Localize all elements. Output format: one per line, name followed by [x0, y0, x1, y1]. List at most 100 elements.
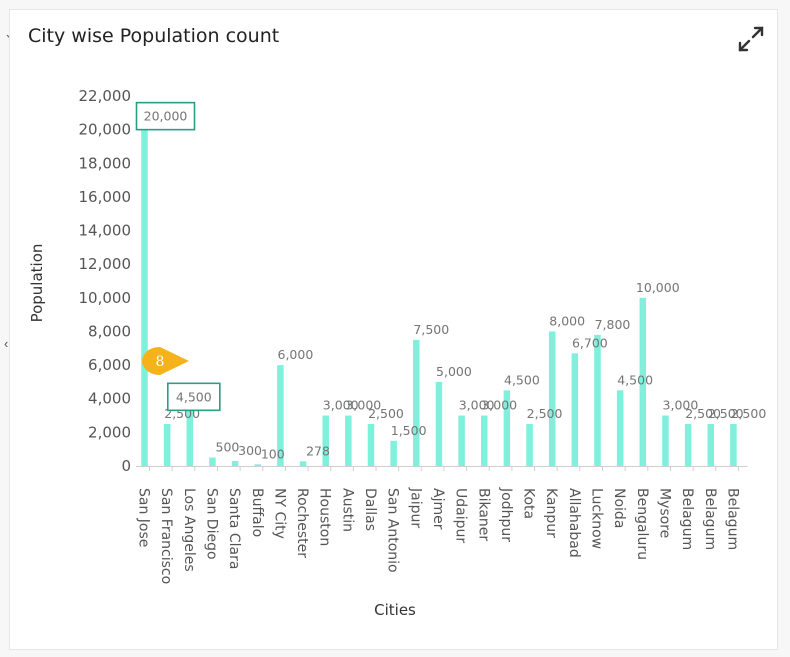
marker-pin[interactable]: 8 [142, 347, 189, 375]
x-tick-label: Mysore [656, 488, 672, 538]
bar[interactable] [435, 381, 443, 466]
bar[interactable] [707, 423, 715, 466]
bar[interactable] [299, 461, 307, 466]
bar[interactable] [367, 423, 375, 466]
data-label: 8,000 [549, 313, 585, 328]
bar[interactable] [730, 423, 737, 466]
bar[interactable] [322, 415, 329, 466]
x-tick-label: Bikaner [475, 488, 491, 541]
x-tick-label: Kanpur [543, 488, 559, 538]
x-tick-label: San Jose [136, 488, 152, 547]
data-label: 6,000 [278, 347, 314, 362]
y-tick-label: 22,000 [79, 87, 132, 105]
highlight-box [135, 101, 196, 131]
x-tick-label: Lucknow [589, 488, 605, 549]
bar[interactable] [503, 390, 511, 466]
bar[interactable] [186, 390, 194, 466]
data-label: 3,000 [323, 398, 359, 413]
bar[interactable] [684, 423, 692, 466]
y-tick-label: 14,000 [79, 222, 132, 240]
chevron-left-icon: ‹ [4, 336, 9, 351]
data-label: 2,500 [527, 406, 563, 421]
data-label: 2,500 [368, 406, 404, 421]
x-tick-label: Dallas [362, 488, 378, 531]
x-tick-label: Houston [317, 488, 333, 546]
y-tick-label: 6,000 [88, 356, 131, 374]
x-tick-label: Buffalo [249, 488, 265, 537]
x-tick-label: Belagum [702, 488, 718, 550]
bars [141, 129, 737, 467]
x-axis-title: Cities [374, 601, 416, 619]
data-label: 4,500 [617, 372, 653, 387]
bar[interactable] [481, 415, 488, 466]
data-label: 7,500 [413, 322, 449, 337]
bar[interactable] [548, 331, 556, 466]
x-tick-label: San Antonio [385, 488, 401, 573]
data-label: 278 [306, 443, 330, 458]
x-tick-label: Belagum [679, 488, 695, 550]
x-tick-label: San Diego [203, 488, 219, 560]
data-label: 20,000 [144, 109, 188, 124]
bar[interactable] [277, 365, 284, 466]
data-label: 7,800 [595, 317, 631, 332]
data-label: 4,500 [504, 372, 540, 387]
y-axis-title: Population [28, 244, 46, 323]
x-tick-label: Allahabad [566, 488, 582, 558]
data-label: 10,000 [636, 280, 680, 295]
y-tick-label: 8,000 [88, 322, 131, 340]
x-axis: San Jose San Francisco Los Angeles San Dieg… [136, 466, 748, 584]
data-label: 3,000 [481, 398, 517, 413]
highlight-box [167, 382, 221, 412]
bar[interactable] [526, 423, 533, 466]
data-label: 100 [261, 446, 285, 461]
marker-pin-label: 8 [156, 354, 165, 370]
marker-pin-icon[interactable] [142, 347, 189, 375]
x-tick-label: Jaipur [407, 487, 423, 528]
data-label: 300 [238, 443, 262, 458]
x-tick-label: Santa Clara [226, 488, 242, 569]
expand-icon[interactable] [737, 25, 765, 53]
data-label: 2,500 [685, 406, 721, 421]
data-label: 6,700 [572, 335, 608, 350]
y-tick-label: 18,000 [79, 154, 132, 172]
bar[interactable] [594, 334, 601, 466]
y-tick-label: 4,000 [88, 390, 131, 408]
x-tick-label: Los Angeles [181, 488, 197, 572]
bar[interactable] [639, 297, 647, 466]
bar[interactable] [413, 339, 420, 466]
data-label: 3,000 [663, 398, 699, 413]
x-tick-label: San Francisco [158, 488, 174, 584]
y-tick-label: 16,000 [79, 188, 132, 206]
y-tick-label: 0 [121, 457, 131, 475]
bar[interactable] [458, 415, 465, 466]
data-label: 3,000 [459, 398, 495, 413]
bar[interactable] [163, 423, 171, 466]
data-label: 3,000 [345, 398, 381, 413]
bar[interactable] [231, 460, 239, 466]
data-label: 2,500 [731, 406, 767, 421]
chart-title: City wise Population count [28, 25, 280, 47]
bar[interactable] [254, 464, 262, 466]
x-tick-label: Bengaluru [634, 488, 650, 560]
x-tick-label: Austin [339, 488, 355, 532]
bar[interactable] [209, 457, 216, 466]
bar[interactable] [345, 415, 352, 466]
y-tick-label: 10,000 [79, 289, 132, 307]
x-tick-label: Ajmer [430, 488, 446, 530]
bar[interactable] [571, 353, 579, 466]
bar[interactable] [662, 415, 669, 466]
data-label: 4,500 [176, 389, 212, 404]
x-tick-label: Rochester [294, 488, 310, 558]
bar[interactable] [141, 129, 148, 467]
data-label: 1,500 [391, 423, 427, 438]
y-tick-label: 20,000 [79, 121, 132, 139]
x-tick-label: Noida [611, 488, 627, 528]
bar[interactable] [390, 440, 397, 466]
bar[interactable] [616, 390, 624, 466]
data-labels: 20,0002,5004,5005003001006,0002783,0003,… [135, 101, 767, 461]
data-label: 2,500 [708, 406, 744, 421]
x-tick-label: Udaipur [453, 488, 469, 543]
x-tick-label: Jodhpur [498, 487, 514, 542]
